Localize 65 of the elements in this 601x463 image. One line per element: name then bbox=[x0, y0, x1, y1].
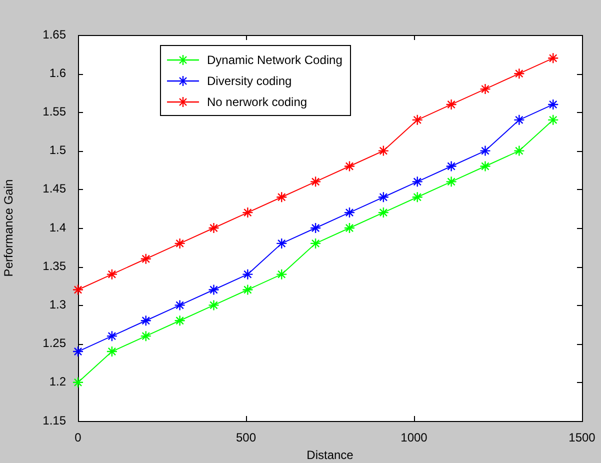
point bbox=[310, 222, 322, 234]
point bbox=[174, 315, 186, 326]
y-tick-label: 1.55 bbox=[42, 104, 66, 119]
point bbox=[446, 176, 457, 188]
y-tick-label: 1.4 bbox=[49, 220, 66, 234]
x-tick-label: 0 bbox=[74, 430, 82, 445]
point bbox=[514, 68, 525, 80]
point bbox=[412, 114, 423, 126]
point bbox=[514, 145, 525, 156]
point bbox=[242, 268, 254, 280]
point bbox=[412, 176, 423, 188]
point bbox=[548, 52, 559, 64]
point bbox=[378, 192, 390, 203]
point bbox=[140, 315, 152, 326]
point bbox=[378, 206, 390, 218]
x-tick-label: 1500 bbox=[568, 430, 596, 445]
point bbox=[548, 114, 559, 126]
point bbox=[344, 206, 356, 218]
x-axis-title: Distance bbox=[306, 448, 354, 462]
point bbox=[412, 192, 423, 203]
y-tick-label: 1.2 bbox=[49, 374, 66, 389]
y-tick-label: 1.15 bbox=[42, 413, 66, 428]
point bbox=[276, 238, 288, 250]
point bbox=[106, 330, 118, 342]
legend-label: Dynamic Network Coding bbox=[207, 52, 342, 66]
point bbox=[208, 222, 220, 234]
point bbox=[514, 114, 525, 126]
y-tick-label: 1.45 bbox=[42, 182, 66, 196]
point bbox=[276, 192, 288, 203]
point bbox=[480, 83, 491, 95]
y-tick-label: 1.25 bbox=[42, 336, 66, 350]
y-tick-label: 1.5 bbox=[49, 143, 66, 158]
point bbox=[208, 300, 220, 311]
point bbox=[72, 376, 84, 388]
legend-label: No nerwork coding bbox=[207, 94, 308, 108]
point bbox=[446, 98, 457, 110]
point bbox=[310, 176, 322, 188]
point bbox=[344, 160, 356, 172]
y-tick-label: 1.35 bbox=[42, 258, 66, 273]
y-tick-label: 1.6 bbox=[49, 66, 66, 80]
point bbox=[480, 160, 491, 172]
y-axis-title: Performance Gain bbox=[2, 179, 16, 277]
legend-label: Diversity coding bbox=[207, 74, 292, 88]
point bbox=[310, 238, 322, 250]
point bbox=[140, 330, 152, 342]
point bbox=[72, 346, 84, 358]
x-tick-label: 1000 bbox=[400, 430, 428, 445]
x-tick-label: 500 bbox=[236, 430, 256, 445]
point bbox=[140, 253, 152, 264]
point bbox=[174, 300, 186, 311]
point bbox=[106, 268, 118, 280]
y-tick-label: 1.3 bbox=[49, 298, 66, 312]
point bbox=[276, 268, 288, 280]
point bbox=[208, 284, 220, 296]
point bbox=[72, 284, 84, 296]
point bbox=[242, 206, 254, 218]
y-tick-label: 1.65 bbox=[42, 27, 66, 42]
point bbox=[378, 145, 390, 156]
point bbox=[548, 98, 559, 110]
point bbox=[174, 238, 186, 250]
point bbox=[242, 284, 254, 296]
point bbox=[344, 222, 356, 234]
point bbox=[480, 145, 491, 156]
point bbox=[446, 160, 457, 172]
point bbox=[106, 346, 118, 358]
